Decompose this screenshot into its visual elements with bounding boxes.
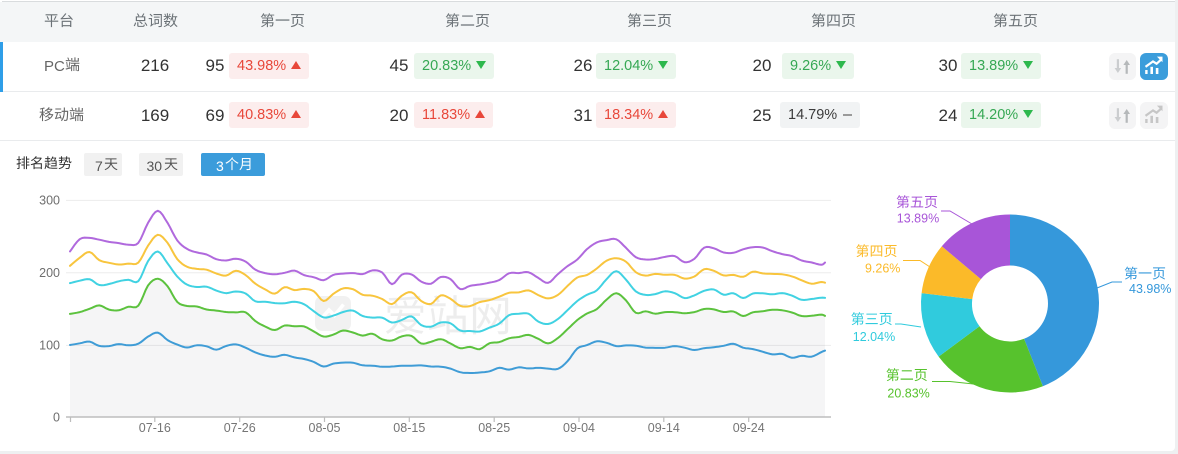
svg-text:08-25: 08-25 (478, 421, 510, 435)
svg-text:08-05: 08-05 (309, 421, 341, 435)
svg-text:08-15: 08-15 (393, 421, 425, 435)
svg-text:09-24: 09-24 (733, 421, 765, 435)
svg-text:20.83%: 20.83% (887, 387, 929, 401)
svg-text:9.26%: 9.26% (865, 262, 900, 276)
svg-text:300: 300 (39, 194, 60, 208)
svg-text:07-26: 07-26 (224, 421, 256, 435)
svg-text:09-14: 09-14 (648, 421, 680, 435)
svg-text:200: 200 (39, 266, 60, 280)
svg-text:09-04: 09-04 (563, 421, 595, 435)
svg-text:12.04%: 12.04% (853, 330, 895, 344)
svg-text:0: 0 (53, 410, 60, 424)
svg-text:100: 100 (39, 339, 60, 353)
svg-text:07-16: 07-16 (139, 421, 171, 435)
svg-text:43.98%: 43.98% (1129, 282, 1171, 296)
svg-text:13.89%: 13.89% (897, 212, 939, 226)
